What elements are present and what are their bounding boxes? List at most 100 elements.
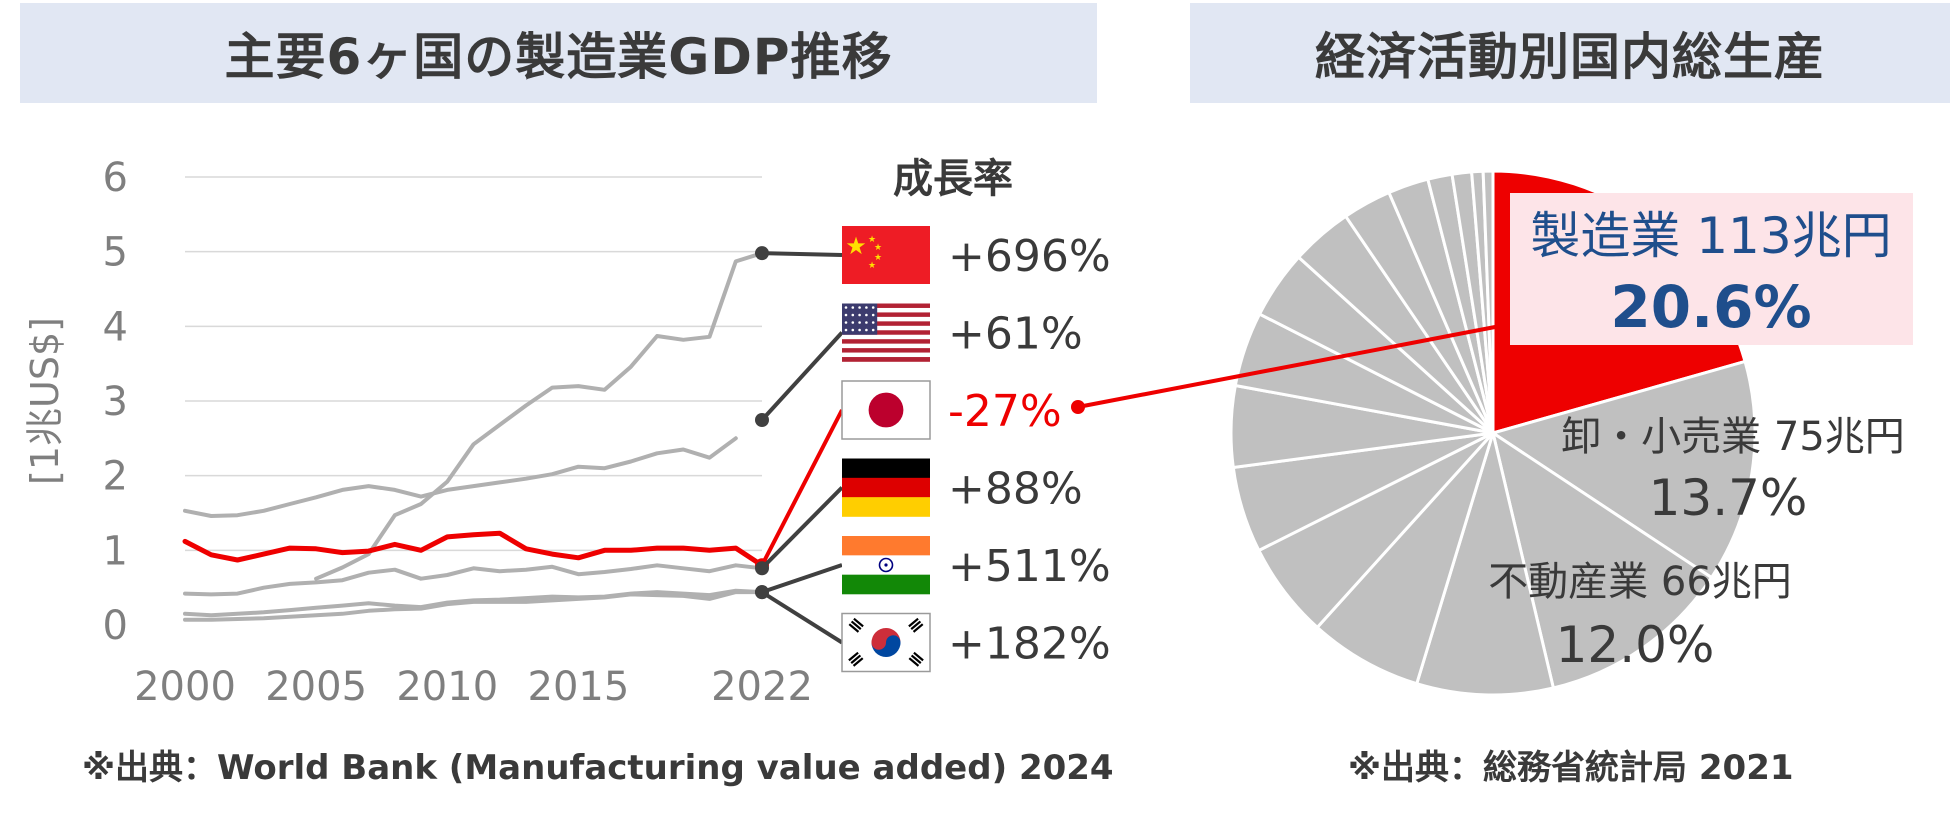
flag-star-dot — [844, 321, 848, 324]
flag-trigram-bar — [908, 657, 920, 667]
growth-rate-china: +696% — [948, 231, 1111, 282]
pie-labels: 製造業 113兆円 20.6% 卸・小売業 75兆円 13.7% 不動産業 66兆円 12… — [1071, 193, 1913, 674]
flag-band — [842, 477, 930, 498]
connector-japan — [760, 409, 844, 567]
flag-trigram-bar — [850, 620, 862, 630]
pie-slice — [1481, 169, 1495, 434]
growth-rate-header: 成長率 — [893, 156, 1013, 202]
y-tick-label: 1 — [103, 528, 128, 574]
flag-star-dot — [844, 328, 848, 332]
pie-chart-title: 経済活動別国内総生産 — [1190, 3, 1950, 103]
series-line-china — [314, 251, 764, 581]
flag-taeguk-red-lobe — [871, 635, 886, 650]
germany-flag-icon — [842, 458, 930, 517]
flag-star-small: ★ — [874, 243, 882, 253]
y-tick-label: 6 — [103, 155, 128, 201]
flag-star-dot — [858, 321, 861, 324]
flag-trigram-bar — [908, 617, 919, 628]
x-tick-label: 2015 — [528, 664, 630, 710]
flag-star-dot — [871, 328, 875, 332]
flag-star-small: ★ — [868, 261, 876, 271]
flag-trigram-bar — [848, 651, 859, 662]
flag-band — [842, 536, 930, 556]
flag-star: ★ — [845, 232, 867, 260]
flag-trigram — [908, 617, 924, 633]
series-line-germany — [183, 563, 764, 597]
y-tick-label: 3 — [103, 379, 128, 425]
flag-star-dot — [865, 328, 868, 332]
flag-star-dot — [871, 306, 875, 309]
pie-slice-2 — [1489, 359, 1757, 580]
flag-stripe — [842, 357, 930, 362]
flag-trigram-bar — [850, 654, 862, 664]
pie-label-slice-2: 卸・小売業 75兆円 — [1561, 414, 1905, 460]
flag-star-small: ★ — [868, 235, 876, 245]
manufacturing-callout-box — [1510, 193, 1913, 345]
y-axis-label: [1兆US$] — [23, 317, 67, 485]
korea-flag-icon — [841, 612, 931, 673]
pie-slice — [1414, 427, 1556, 697]
usa-flag-icon — [842, 303, 930, 362]
flag-stripe — [842, 316, 930, 322]
series-line-usa — [183, 436, 738, 518]
pie-slice — [1315, 431, 1495, 686]
endpoint-dot-korea — [755, 585, 769, 600]
connector-germany — [760, 486, 844, 570]
flag-stripe — [842, 303, 930, 309]
flag-chakra — [878, 557, 894, 573]
flag-stripe — [842, 348, 930, 353]
flag-star-small: ★ — [874, 253, 882, 263]
flag-star-dot — [871, 313, 875, 317]
flag-stripe — [842, 307, 930, 313]
japan-to-pie-connector — [1077, 325, 1496, 409]
flag-trigram-bar — [912, 623, 924, 633]
pie-percent-slice-2: 13.7% — [1649, 469, 1808, 527]
grid-lines — [185, 176, 762, 552]
flag-stripe — [842, 321, 930, 327]
connector-dot — [1071, 400, 1085, 414]
growth-legend: 成長率 ★ ★★★★ +696%+61%-27%+88%+511%+182% — [755, 156, 1111, 673]
india-flag-icon — [842, 536, 930, 595]
growth-rate-india: +511% — [948, 541, 1111, 592]
flag-star-dot — [851, 321, 855, 324]
flag-trigram-bar — [910, 654, 922, 664]
flag-trigram-bar — [853, 617, 864, 628]
endpoint-dot-germany — [755, 561, 769, 576]
flag-trigram — [848, 617, 864, 633]
pie-chart — [1229, 169, 1757, 697]
flag-field — [842, 226, 930, 284]
manufacturing-percent: 20.6% — [1610, 273, 1811, 341]
flag-star-dot — [851, 313, 855, 317]
flag-star-dot — [844, 313, 848, 317]
flag-stripe — [842, 343, 930, 349]
flag-sun — [868, 392, 904, 428]
flag-stripe — [842, 334, 930, 340]
china-flag-icon: ★ ★★★★ — [842, 226, 930, 284]
flag-star-dot — [865, 306, 868, 309]
y-tick-label: 2 — [103, 454, 128, 500]
pie-chart-source: ※出典：総務省統計局 2021 — [1348, 748, 1794, 788]
axis-labels: 0 1 2 3 4 5 6 2000 2005 2010 2015 2022 [1兆US$] — [23, 155, 813, 710]
y-tick-label: 0 — [103, 603, 128, 649]
connector-usa — [760, 331, 844, 422]
x-tick-label: 2005 — [265, 664, 367, 710]
flag-star-dot — [851, 306, 855, 309]
flag-trigram-bar — [910, 620, 922, 630]
connector-india — [761, 563, 843, 595]
y-tick-label: 4 — [103, 304, 128, 350]
x-tick-label: 2000 — [134, 664, 236, 710]
growth-rate-usa: +61% — [948, 309, 1083, 360]
flag-trigram-bar — [913, 651, 924, 662]
flag-stripe — [842, 330, 930, 336]
flag-trigram — [848, 651, 864, 667]
flag-stripe — [842, 312, 930, 318]
y-tick-label: 5 — [103, 230, 128, 276]
flag-band — [842, 574, 930, 595]
flag-star-dot — [858, 306, 861, 309]
x-tick-label: 2010 — [396, 664, 498, 710]
flag-band — [842, 497, 930, 517]
flag-stripe — [842, 352, 930, 358]
connector-china — [761, 251, 843, 257]
pie-slice-3 — [1490, 429, 1714, 690]
